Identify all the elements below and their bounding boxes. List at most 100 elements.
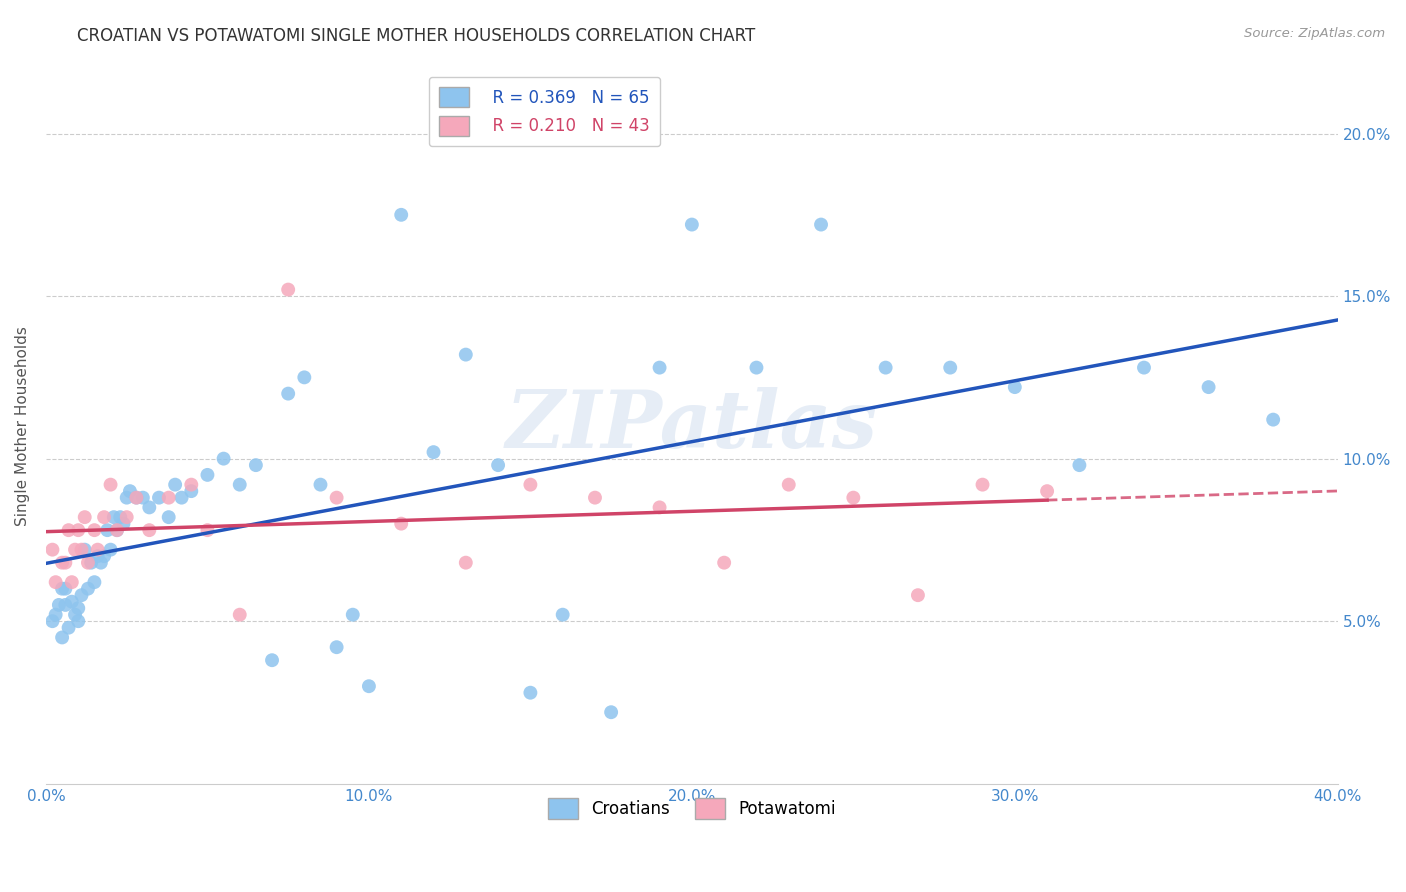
- Point: [100, 542, 122, 557]
- Point: [681, 218, 703, 232]
- Point: [713, 556, 735, 570]
- Point: [110, 510, 132, 524]
- Point: [125, 491, 148, 505]
- Point: [342, 607, 364, 622]
- Point: [648, 500, 671, 515]
- Point: [41, 542, 63, 557]
- Point: [60, 595, 83, 609]
- Point: [745, 360, 768, 375]
- Point: [325, 491, 347, 505]
- Point: [138, 523, 160, 537]
- Point: [83, 523, 105, 537]
- Point: [907, 588, 929, 602]
- Point: [53, 556, 76, 570]
- Point: [48, 598, 70, 612]
- Point: [70, 542, 93, 557]
- Point: [939, 360, 962, 375]
- Point: [103, 510, 125, 524]
- Point: [118, 484, 141, 499]
- Point: [648, 360, 671, 375]
- Point: [180, 484, 202, 499]
- Point: [875, 360, 897, 375]
- Point: [778, 477, 800, 491]
- Point: [551, 607, 574, 622]
- Point: [63, 607, 86, 622]
- Point: [1198, 380, 1220, 394]
- Point: [60, 575, 83, 590]
- Point: [842, 491, 865, 505]
- Point: [115, 491, 138, 505]
- Y-axis label: Single Mother Households: Single Mother Households: [15, 326, 30, 526]
- Point: [1133, 360, 1156, 375]
- Point: [41, 614, 63, 628]
- Point: [170, 491, 193, 505]
- Point: [357, 679, 380, 693]
- Point: [83, 575, 105, 590]
- Point: [157, 491, 180, 505]
- Point: [972, 477, 994, 491]
- Point: [73, 510, 96, 524]
- Point: [63, 542, 86, 557]
- Point: [197, 523, 219, 537]
- Point: [157, 510, 180, 524]
- Point: [45, 607, 67, 622]
- Point: [454, 348, 477, 362]
- Point: [53, 598, 76, 612]
- Point: [80, 556, 103, 570]
- Point: [138, 500, 160, 515]
- Point: [112, 516, 135, 531]
- Text: Source: ZipAtlas.com: Source: ZipAtlas.com: [1244, 27, 1385, 40]
- Point: [389, 208, 412, 222]
- Point: [1069, 458, 1091, 472]
- Point: [810, 218, 832, 232]
- Point: [51, 582, 73, 596]
- Point: [51, 556, 73, 570]
- Point: [125, 491, 148, 505]
- Point: [73, 542, 96, 557]
- Point: [51, 631, 73, 645]
- Point: [67, 523, 90, 537]
- Point: [389, 516, 412, 531]
- Point: [260, 653, 283, 667]
- Point: [277, 283, 299, 297]
- Point: [229, 607, 252, 622]
- Point: [165, 477, 187, 491]
- Point: [292, 370, 315, 384]
- Point: [583, 491, 606, 505]
- Point: [180, 477, 202, 491]
- Point: [519, 686, 541, 700]
- Point: [422, 445, 444, 459]
- Point: [148, 491, 170, 505]
- Point: [45, 575, 67, 590]
- Point: [100, 477, 122, 491]
- Point: [277, 386, 299, 401]
- Point: [132, 491, 155, 505]
- Point: [90, 556, 112, 570]
- Point: [105, 523, 128, 537]
- Text: ZIPatlas: ZIPatlas: [506, 387, 877, 465]
- Point: [309, 477, 332, 491]
- Point: [70, 588, 93, 602]
- Point: [58, 621, 80, 635]
- Point: [1004, 380, 1026, 394]
- Point: [58, 523, 80, 537]
- Point: [1036, 484, 1059, 499]
- Point: [93, 549, 115, 564]
- Point: [115, 510, 138, 524]
- Point: [67, 614, 90, 628]
- Point: [77, 582, 100, 596]
- Point: [86, 549, 108, 564]
- Point: [454, 556, 477, 570]
- Legend: Croatians, Potawatomi: Croatians, Potawatomi: [541, 792, 842, 825]
- Point: [325, 640, 347, 655]
- Point: [77, 556, 100, 570]
- Point: [519, 477, 541, 491]
- Point: [600, 705, 623, 719]
- Point: [197, 467, 219, 482]
- Point: [86, 542, 108, 557]
- Point: [486, 458, 509, 472]
- Point: [245, 458, 267, 472]
- Point: [96, 523, 118, 537]
- Text: CROATIAN VS POTAWATOMI SINGLE MOTHER HOUSEHOLDS CORRELATION CHART: CROATIAN VS POTAWATOMI SINGLE MOTHER HOU…: [77, 27, 755, 45]
- Point: [229, 477, 252, 491]
